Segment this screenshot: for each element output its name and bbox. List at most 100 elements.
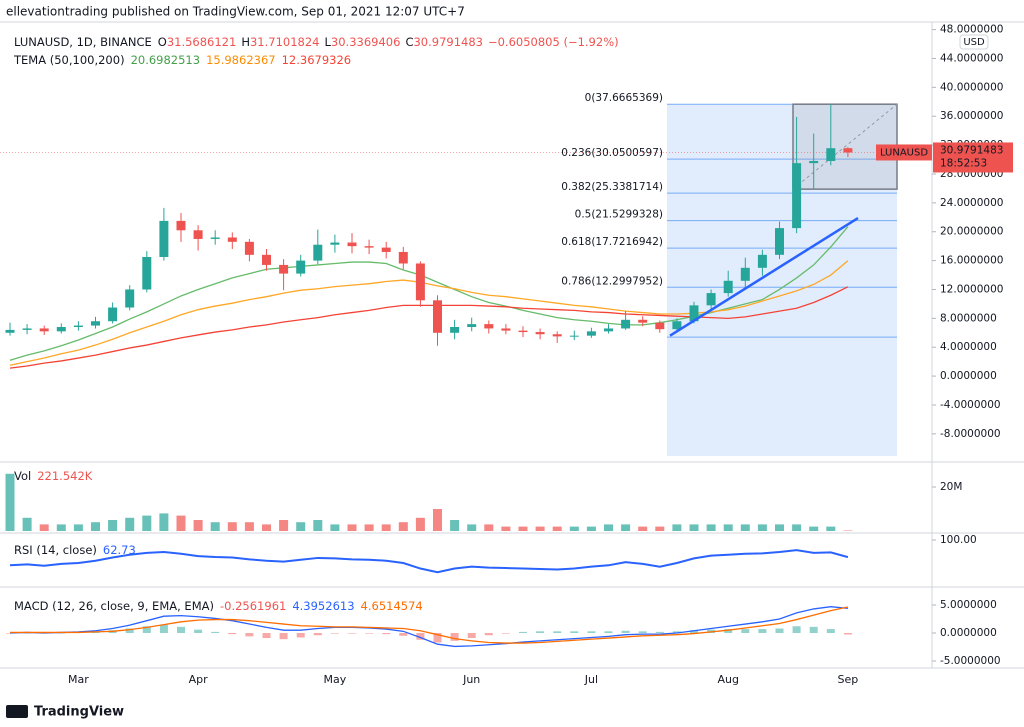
candle-body xyxy=(604,328,613,332)
y-tick-label: 0.0000000 xyxy=(940,370,997,382)
change: −0.6050805 (−1.92%) xyxy=(488,35,619,49)
candle-body xyxy=(313,244,323,261)
symbol: LUNAUSD, 1D, BINANCE xyxy=(14,35,152,49)
candle-body xyxy=(415,263,425,301)
y-tick-label: -5.0000000 xyxy=(940,655,1001,667)
countdown: 18:52:53 xyxy=(940,157,987,169)
macd-hist-bar xyxy=(228,633,237,635)
ohlc-value: 30.9791483 xyxy=(413,35,483,49)
volume-bar xyxy=(142,515,152,531)
macd-hist-bar xyxy=(296,633,305,638)
brand-logo xyxy=(6,705,28,718)
candle-body xyxy=(22,328,32,330)
macd-hist-bar xyxy=(245,633,254,637)
y-tick-label: 100.00 xyxy=(940,534,977,546)
macd-hist-bar xyxy=(433,633,442,643)
currency-box xyxy=(959,34,989,50)
macd-hist-bar xyxy=(6,633,14,634)
candle-body xyxy=(108,307,118,322)
macd-hist-bar xyxy=(142,626,151,634)
macd-hist-bar xyxy=(587,631,596,634)
volume-label: Vol xyxy=(14,469,31,483)
symbol-tag: LUNAUSD xyxy=(880,147,928,158)
legend-rsi: RSI (14, close) 62.73 xyxy=(14,543,136,557)
macd-hist-bar xyxy=(57,633,66,634)
candle-body xyxy=(381,247,391,252)
x-tick-label: Aug xyxy=(717,673,738,686)
volume-bar xyxy=(638,526,648,531)
volume-bar xyxy=(381,524,391,531)
macd-line xyxy=(9,606,848,648)
volume-bar xyxy=(433,509,442,531)
volume-bar xyxy=(604,524,613,531)
macd-hist-value: -0.2561961 xyxy=(220,599,286,613)
candle-body xyxy=(826,148,836,161)
macd-hist-bar xyxy=(672,631,681,634)
candle-body xyxy=(792,163,802,229)
macd-hist-bar xyxy=(604,631,613,634)
candle-body xyxy=(706,293,716,306)
candle-body xyxy=(330,242,340,245)
volume-bar xyxy=(108,520,118,531)
volume-bar xyxy=(518,526,528,531)
legend-tema: TEMA (50,100,200) 20.6982513 15.9862367 12.… xyxy=(13,53,351,67)
trendline xyxy=(669,216,859,337)
macd-hist-bar xyxy=(159,624,168,634)
volume-bar xyxy=(689,524,699,531)
volume-bar xyxy=(91,522,100,531)
volume-bar xyxy=(655,526,665,531)
candle-body xyxy=(775,228,784,255)
candle-body xyxy=(364,246,374,248)
currency: USD xyxy=(963,37,985,48)
candle-body xyxy=(262,254,271,265)
tema-value: 20.6982513 xyxy=(131,53,201,67)
x-tick-label: Jul xyxy=(584,673,598,686)
volume-bar xyxy=(73,524,83,531)
symbol-tag-box xyxy=(876,144,932,161)
macd-hist-bar xyxy=(826,629,835,634)
macd-hist-bar xyxy=(330,633,339,634)
fib-area xyxy=(667,104,897,456)
macd-hist-bar xyxy=(553,631,562,634)
volume-bar xyxy=(740,524,750,531)
macd-hist-bar xyxy=(621,630,630,634)
last-price: 30.9791483 xyxy=(940,144,1003,156)
macd-hist-bar xyxy=(194,629,203,634)
candle-body xyxy=(73,325,83,328)
rsi-line xyxy=(9,549,849,574)
candle-body xyxy=(672,321,682,330)
candle-body xyxy=(142,256,152,290)
dashed-guide xyxy=(792,103,898,190)
macd-hist-bar xyxy=(348,633,356,634)
macd-hist-bar xyxy=(501,633,510,634)
y-tick-label: -4.0000000 xyxy=(940,399,1001,411)
volume-bar xyxy=(296,522,306,531)
macd-hist-bar xyxy=(536,631,545,634)
macd-hist-bar xyxy=(177,626,185,634)
volume-bar xyxy=(809,526,819,531)
fib-label: 0.382(25.3381714) xyxy=(561,181,663,193)
tema-value: 12.3679326 xyxy=(282,53,352,67)
candle-body xyxy=(279,264,289,274)
volume-bar xyxy=(706,524,716,531)
brand: TradingView xyxy=(34,705,124,720)
macd-hist-bar xyxy=(365,633,374,634)
candle-body xyxy=(91,321,100,326)
volume-bar xyxy=(159,513,169,531)
tema-label: TEMA (50,100,200) xyxy=(13,53,125,67)
volume-bar xyxy=(125,517,135,531)
volume-bar xyxy=(775,524,784,531)
macd-hist-bar xyxy=(399,633,408,636)
candle-body xyxy=(638,319,648,323)
fib-label: 0.786(12.2997952) xyxy=(561,275,663,287)
candle-body xyxy=(843,148,853,153)
y-tick-label: 0.0000000 xyxy=(940,627,997,639)
macd-hist-bar xyxy=(570,631,579,634)
candle-body xyxy=(5,329,15,333)
macd-hist-bar xyxy=(775,628,784,634)
volume-bar xyxy=(227,522,237,531)
volume-bar xyxy=(723,524,733,531)
y-tick-label: 8.0000000 xyxy=(940,312,997,324)
x-tick-label: May xyxy=(324,673,347,686)
